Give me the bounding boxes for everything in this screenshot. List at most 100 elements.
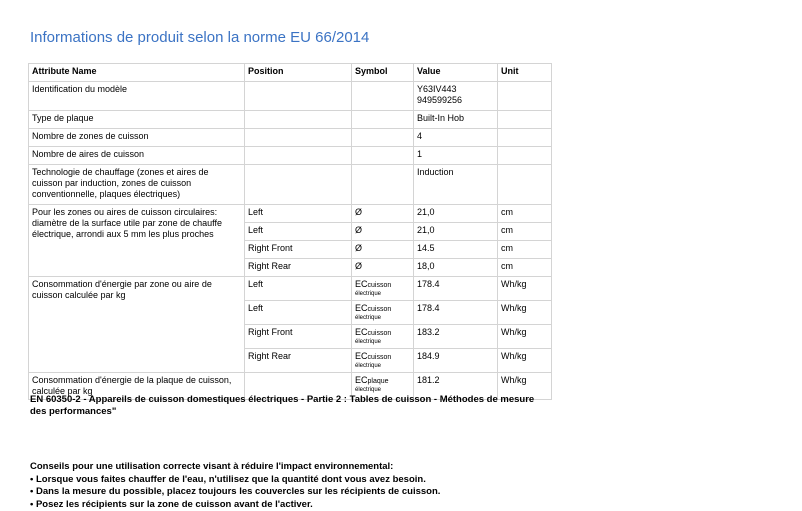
value: 181.2 <box>417 375 440 385</box>
unit: cm <box>501 225 513 235</box>
symbol-subscript: cuisson <box>368 354 392 361</box>
attribute-cell: Type de plaque <box>29 111 245 129</box>
tip-item: • Lorsque vous faites chauffer de l'eau,… <box>30 474 590 487</box>
unit: Wh/kg <box>501 375 527 385</box>
symbol-subscript: électrique <box>355 291 410 298</box>
unit: cm <box>501 243 513 253</box>
column-header: Value <box>414 64 498 82</box>
symbol-subscript: électrique <box>355 363 410 370</box>
attribute-cell: Identification du modèle <box>29 82 245 111</box>
header-label: Position <box>248 66 284 76</box>
symbol-subscript: cuisson <box>368 306 392 313</box>
value-cell: Built-In Hob <box>414 111 498 129</box>
product-info-table: Attribute Name Position Symbol Value Unit Ide… <box>28 63 552 400</box>
position: Left <box>248 225 263 235</box>
value: 949599256 <box>417 95 462 105</box>
standard-reference: EN 60350-2 - Appareils de cuisson domest… <box>30 394 550 418</box>
attribute-cell: Nombre de aires de cuisson <box>29 147 245 165</box>
unit: cm <box>501 207 513 217</box>
position: Right Front <box>248 243 293 253</box>
header-row: Attribute Name Position Symbol Value Unit <box>29 64 552 82</box>
value: Built-In Hob <box>417 113 464 123</box>
position: Right Rear <box>248 261 291 271</box>
symbol: Ø <box>355 261 362 271</box>
symbol: EC <box>355 351 368 361</box>
symbol: EC <box>355 279 368 289</box>
symbol: EC <box>355 303 368 313</box>
attribute-name: Consommation d'énergie de la plaque de c… <box>32 375 231 396</box>
value: 1 <box>417 149 422 159</box>
value-cell: 1 <box>414 147 498 165</box>
symbol: Ø <box>355 207 362 217</box>
symbol: Ø <box>355 243 362 253</box>
table-row: Nombre de aires de cuisson 1 <box>29 147 552 165</box>
value: 178.4 <box>417 279 440 289</box>
value: 21,0 <box>417 225 435 235</box>
symbol-subscript: électrique <box>355 339 410 346</box>
value: 183.2 <box>417 327 440 337</box>
attribute-name: Pour les zones ou aires de cuisson circu… <box>32 207 222 239</box>
table-row: Pour les zones ou aires de cuisson circu… <box>29 205 552 223</box>
attribute-name: Type de plaque <box>32 113 94 123</box>
value: 18,0 <box>417 261 435 271</box>
unit: Wh/kg <box>501 351 527 361</box>
tip-item: • Dans la mesure du possible, placez tou… <box>30 486 590 499</box>
attribute-cell: Consommation d'énergie par zone ou aire … <box>29 277 245 373</box>
attribute-name: Nombre de aires de cuisson <box>32 149 144 159</box>
column-header: Position <box>245 64 352 82</box>
value-cell: 4 <box>414 129 498 147</box>
header-label: Unit <box>501 66 519 76</box>
unit: Wh/kg <box>501 279 527 289</box>
unit: Wh/kg <box>501 327 527 337</box>
value-cell: Induction <box>414 165 498 205</box>
symbol-cell: ECcuisson électrique <box>352 277 414 301</box>
column-header: Symbol <box>352 64 414 82</box>
table-row: Nombre de zones de cuisson 4 <box>29 129 552 147</box>
column-header: Attribute Name <box>29 64 245 82</box>
attribute-name: Nombre de zones de cuisson <box>32 131 149 141</box>
page-title: Informations de produit selon la norme E… <box>30 29 369 46</box>
value: 4 <box>417 131 422 141</box>
attribute-name: Technologie de chauffage (zones et aires… <box>32 167 208 199</box>
symbol-subscript: électrique <box>355 387 410 394</box>
table-row: Consommation d'énergie par zone ou aire … <box>29 277 552 301</box>
header-label: Attribute Name <box>32 66 97 76</box>
value: 14.5 <box>417 243 435 253</box>
symbol-cell: ECcuisson électrique <box>352 349 414 373</box>
value: Y63IV443 <box>417 84 457 94</box>
environment-tips: Conseils pour une utilisation correcte v… <box>30 461 590 511</box>
value: 184.9 <box>417 351 440 361</box>
column-header: Unit <box>498 64 552 82</box>
value: 178.4 <box>417 303 440 313</box>
symbol: EC <box>355 327 368 337</box>
position: Right Rear <box>248 351 291 361</box>
symbol-cell: ECcuisson électrique <box>352 301 414 325</box>
tips-heading: Conseils pour une utilisation correcte v… <box>30 461 590 474</box>
value: Induction <box>417 167 454 177</box>
attribute-name: Consommation d'énergie par zone ou aire … <box>32 279 212 300</box>
table-row: Type de plaque Built-In Hob <box>29 111 552 129</box>
position: Left <box>248 207 263 217</box>
attribute-name: Identification du modèle <box>32 84 127 94</box>
header-label: Value <box>417 66 441 76</box>
position: Left <box>248 279 263 289</box>
position: Right Front <box>248 327 293 337</box>
symbol-subscript: plaque <box>368 378 389 385</box>
unit: Wh/kg <box>501 303 527 313</box>
attribute-cell: Technologie de chauffage (zones et aires… <box>29 165 245 205</box>
attribute-cell: Nombre de zones de cuisson <box>29 129 245 147</box>
symbol: EC <box>355 375 368 385</box>
tip-item: • Posez les récipients sur la zone de cu… <box>30 499 590 511</box>
unit: cm <box>501 261 513 271</box>
symbol: Ø <box>355 225 362 235</box>
value: 21,0 <box>417 207 435 217</box>
symbol-subscript: cuisson <box>368 282 392 289</box>
position: Left <box>248 303 263 313</box>
symbol-subscript: électrique <box>355 315 410 322</box>
attribute-cell: Pour les zones ou aires de cuisson circu… <box>29 205 245 277</box>
header-label: Symbol <box>355 66 388 76</box>
table-row: Technologie de chauffage (zones et aires… <box>29 165 552 205</box>
